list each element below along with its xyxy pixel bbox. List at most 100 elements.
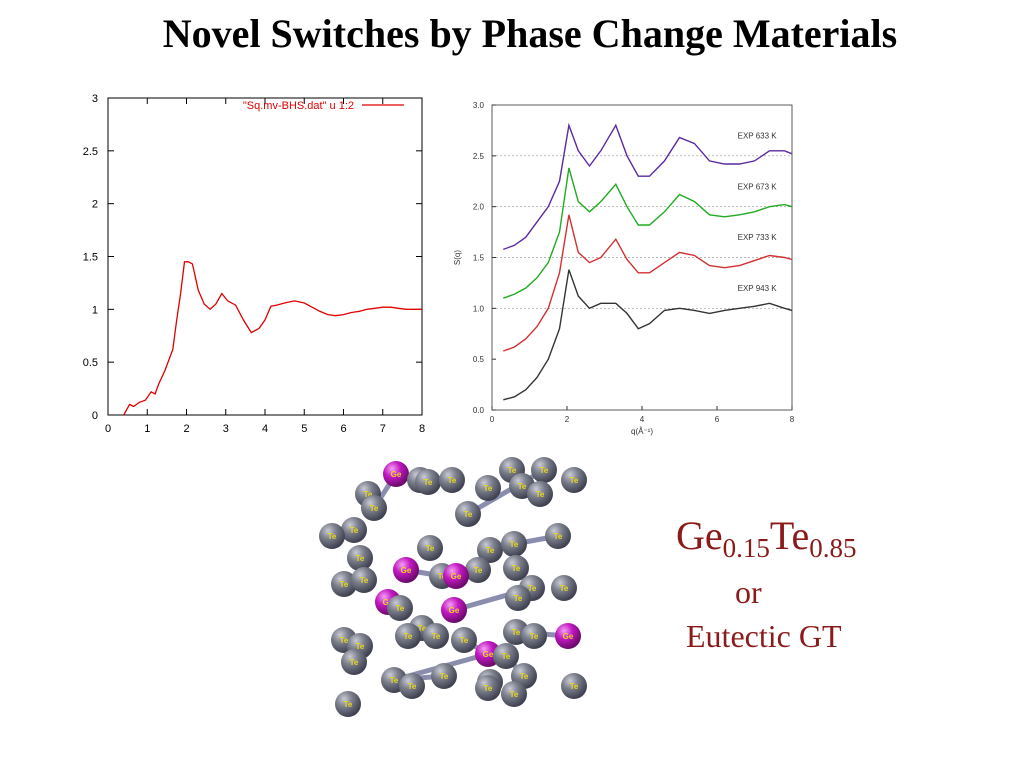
y-tick-label: 2.0 (473, 203, 485, 212)
atom-sphere (351, 567, 377, 593)
atom-label: Te (350, 658, 359, 667)
atom-label: Te (424, 478, 433, 487)
atom-label: Te (512, 628, 521, 637)
atom-sphere (451, 627, 477, 653)
atom-label: Te (340, 636, 349, 645)
atom-label: Te (344, 700, 353, 709)
atom-sphere (417, 535, 443, 561)
atom-sphere (415, 469, 441, 495)
atom-sphere (465, 557, 491, 583)
or-text: or (735, 574, 762, 610)
y-tick-label: 2.5 (83, 146, 98, 158)
atom-sphere (443, 563, 469, 589)
sq-series-line (123, 261, 422, 416)
y-tick-label: 2 (92, 199, 98, 211)
te-atom: Te (341, 649, 367, 675)
x-tick-label: 0 (490, 415, 495, 424)
ge-te-structure-image: Ge Te Te Te Te Te Te Te Te Te Te Te Te Te Te Te Te Te Te Te… (319, 457, 587, 717)
x-tick-label: 8 (790, 415, 795, 424)
atom-sphere (475, 475, 501, 501)
series-line-2 (503, 167, 793, 299)
atom-label: Ge (563, 632, 574, 641)
series-line-3 (503, 214, 793, 352)
series-line-4 (503, 269, 793, 401)
te-atom: Te (417, 535, 443, 561)
te-atom: Te (439, 467, 465, 493)
atom-label: Te (528, 584, 537, 593)
atom-label: Te (464, 510, 473, 519)
atom-sphere (347, 545, 373, 571)
plot-frame (107, 97, 423, 416)
atom-sphere (439, 467, 465, 493)
te-atom: Te (455, 501, 481, 527)
atom-label: Ge (449, 606, 460, 615)
atom-label: Te (510, 690, 519, 699)
te-atom: Te (347, 545, 373, 571)
atom-label: Te (418, 624, 427, 633)
x-tick-label: 7 (380, 423, 386, 433)
atom-sphere (393, 557, 419, 583)
series-label: EXP 733 K (738, 233, 778, 242)
atom-label: Te (328, 532, 337, 541)
atom-sphere (527, 481, 553, 507)
atom-sphere (387, 595, 413, 621)
y-tick-label: 3 (92, 93, 98, 105)
te-atom: Te (415, 469, 441, 495)
y-tick-label: 0.5 (83, 357, 98, 369)
ge-atom: Ge (441, 597, 467, 623)
y-tick-label: 1 (92, 304, 98, 316)
atom-label: Te (518, 482, 527, 491)
atom-label: Te (390, 676, 399, 685)
series-line-1 (503, 122, 793, 251)
atom-label: Te (404, 632, 413, 641)
atom-label: Te (460, 636, 469, 645)
formula-element-ge: Ge (676, 513, 723, 558)
te-atom: Te (475, 675, 501, 701)
ge-atom: Ge (393, 557, 419, 583)
atom-label: Ge (401, 566, 412, 575)
atom-label: Te (408, 682, 417, 691)
te-atom: Te (331, 571, 357, 597)
te-atom: Te (341, 517, 367, 543)
atom-sphere (383, 461, 409, 487)
slide-title: Novel Switches by Phase Change Materials (162, 11, 898, 56)
te-atom: Te (527, 481, 553, 507)
te-atom: Te (493, 643, 519, 669)
te-atom: Te (503, 555, 529, 581)
atom-sphere (475, 675, 501, 701)
atom-label: Te (514, 594, 523, 603)
atom-label: Te (508, 466, 517, 475)
atom-label: Te (426, 544, 435, 553)
te-atom: Te (465, 557, 491, 583)
y-tick-label: 0 (92, 410, 98, 422)
te-atom: Te (477, 537, 503, 563)
atom-label: Te (448, 476, 457, 485)
y-tick-label: 1.5 (473, 254, 485, 263)
te-atom: Te (475, 475, 501, 501)
te-atom: Te (361, 495, 387, 521)
x-tick-label: 6 (340, 423, 346, 433)
atom-sphere (505, 585, 531, 611)
atom-label: Te (512, 564, 521, 573)
atom-sphere (561, 467, 587, 493)
atom-sphere (493, 643, 519, 669)
te-atom: Te (399, 673, 425, 699)
atom-label: Te (510, 540, 519, 549)
te-atom: Te (531, 457, 557, 483)
atom-label: Te (364, 490, 373, 499)
atom-label: Te (440, 672, 449, 681)
x-tick-label: 0 (105, 423, 111, 433)
atom-label: Te (520, 672, 529, 681)
atom-sphere (441, 597, 467, 623)
te-atom: Te (395, 623, 421, 649)
x-tick-label: 5 (301, 423, 307, 433)
atom-label: Te (356, 642, 365, 651)
atom-sphere (331, 571, 357, 597)
sq-chart-simulated: 0 0.5 1 1.5 2 2.5 3 0 1 2 3 4 5 6 7 8 "Sq.mv-BHS.dat" u … (83, 93, 425, 433)
atom-sphere (319, 523, 345, 549)
te-atom: Te (501, 681, 527, 707)
eutectic-label: Eutectic GT (686, 618, 842, 654)
atom-label: Te (370, 504, 379, 513)
atom-sphere (477, 537, 503, 563)
atom-sphere (423, 623, 449, 649)
